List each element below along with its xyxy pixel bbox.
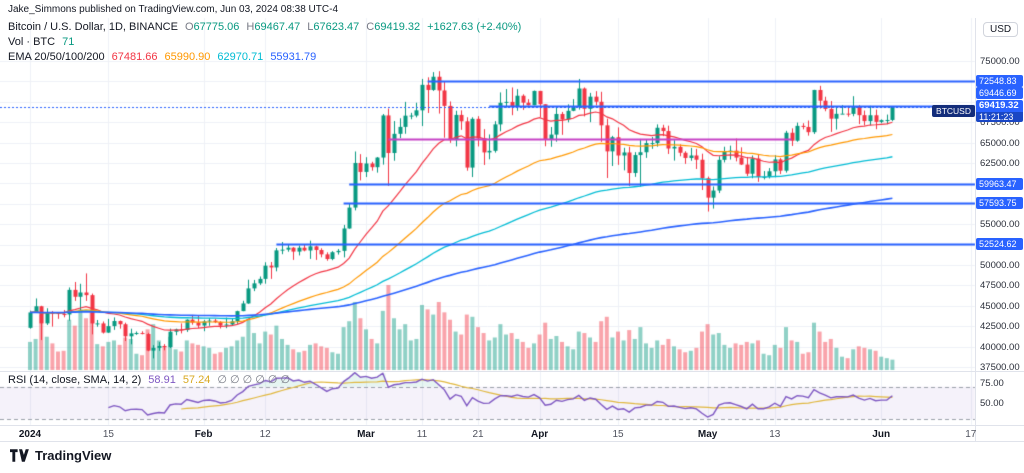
attribution-text: Jake_Simmons published on TradingView.co… <box>8 4 339 15</box>
open-value: 67775.06 <box>193 21 240 33</box>
time-axis-tick: 13 <box>769 429 781 440</box>
price-axis-tick: 75000.00 <box>980 56 1020 67</box>
chart-bottom-border <box>0 441 1024 442</box>
price-axis-tick: 47500.00 <box>980 280 1020 292</box>
close-letter: C <box>366 21 375 33</box>
pane-separator[interactable] <box>0 371 1024 372</box>
tradingview-logo-icon <box>10 449 29 462</box>
rsi-ma-value: 57.24 <box>182 374 211 386</box>
time-axis-tick: 11 <box>416 429 428 440</box>
symbol-price-tag: BTCUSD <box>932 104 975 117</box>
time-axis-tick: Feb <box>194 429 213 440</box>
tradingview-logo[interactable]: TradingView <box>10 448 111 463</box>
ema200-value: 55931.79 <box>270 51 317 63</box>
volume-label[interactable]: Vol · BTC <box>8 36 56 48</box>
price-axis-tick: 50000.00 <box>980 260 1020 271</box>
ema-label[interactable]: EMA 20/50/100/200 <box>8 51 105 63</box>
rsi-axis-tick: 75.00 <box>980 377 1004 389</box>
rsi-value: 58.91 <box>148 374 176 386</box>
price-axis-tick: 45000.00 <box>980 300 1020 312</box>
ohlc-change: +1627.63 (+2.40%) <box>427 21 522 33</box>
price-axis-tick: 65000.00 <box>980 137 1020 149</box>
last-price-value: 69419.32 <box>976 99 1023 112</box>
volume-value: 71 <box>62 36 75 48</box>
price-level-label: 72548.83 <box>976 75 1023 87</box>
low-value: 67623.47 <box>313 21 360 33</box>
price-axis-tick: 37500.00 <box>980 362 1020 373</box>
price-axis-tick: 42500.00 <box>980 321 1020 333</box>
ema100-value: 62970.71 <box>217 51 264 63</box>
price-axis-tick: 40000.00 <box>980 341 1020 353</box>
low-letter: L <box>307 21 314 33</box>
price-level-label: 69446.69 <box>976 86 1023 99</box>
time-axis-tick: 21 <box>472 429 484 440</box>
rsi-axis-tick: 50.00 <box>980 397 1004 409</box>
time-axis-tick: 15 <box>102 429 114 440</box>
volume-legend-row: Vol · BTC 71 <box>8 36 74 48</box>
price-level-label: 59963.47 <box>976 177 1023 190</box>
ohlc-high: H69467.47 <box>246 21 300 33</box>
rsi-legend-row: RSI (14, close, SMA, 14, 2) 58.91 57.24 … <box>8 373 290 386</box>
price-level-label: 57593.75 <box>976 197 1023 210</box>
time-axis-tick: 12 <box>259 429 271 440</box>
time-axis-tick: 2024 <box>18 429 42 440</box>
ema50-value: 65990.90 <box>164 51 211 63</box>
time-axis-tick: Apr <box>530 429 549 440</box>
high-value: 69467.47 <box>254 21 301 33</box>
price-axis-tick: 62500.00 <box>980 158 1020 169</box>
last-price-label: 69419.32 11:21:23 <box>976 99 1023 122</box>
ema-legend-row: EMA 20/50/100/200 67481.66 65990.90 6297… <box>8 51 316 63</box>
currency-usd-button[interactable]: USD <box>983 22 1019 37</box>
time-axis-tick: 17 <box>965 429 977 440</box>
price-axis-tick: 67500.00 <box>980 117 1020 129</box>
ema20-value: 67481.66 <box>111 51 158 63</box>
ohlc-low: L67623.47 <box>307 21 359 33</box>
ohlc-close: C69419.32 <box>366 21 420 33</box>
bar-countdown: 11:21:23 <box>976 111 1023 122</box>
open-letter: O <box>184 21 194 33</box>
price-axis-tick: 55000.00 <box>980 219 1020 231</box>
symbol-legend-row: Bitcoin / U.S. Dollar, 1D, BINANCE O6777… <box>8 21 521 33</box>
time-axis-tick: May <box>697 429 718 440</box>
symbol-title[interactable]: Bitcoin / U.S. Dollar, 1D, BINANCE <box>8 21 178 33</box>
price-axis-separator[interactable] <box>975 18 976 441</box>
rsi-hidden-values: ∅ ∅ ∅ ∅ ∅ ∅ <box>217 374 291 386</box>
time-axis-tick: Mar <box>357 429 375 440</box>
ohlc-open: O67775.06 <box>185 21 239 33</box>
tradingview-logo-text: TradingView <box>35 448 112 463</box>
time-axis-separator <box>0 425 1024 426</box>
high-letter: H <box>246 21 255 33</box>
time-axis-tick: 15 <box>612 429 624 440</box>
rsi-label[interactable]: RSI (14, close, SMA, 14, 2) <box>8 374 142 386</box>
time-axis-tick: Jun <box>872 429 891 440</box>
close-value: 69419.32 <box>374 21 421 33</box>
price-level-label: 52524.62 <box>976 238 1023 251</box>
